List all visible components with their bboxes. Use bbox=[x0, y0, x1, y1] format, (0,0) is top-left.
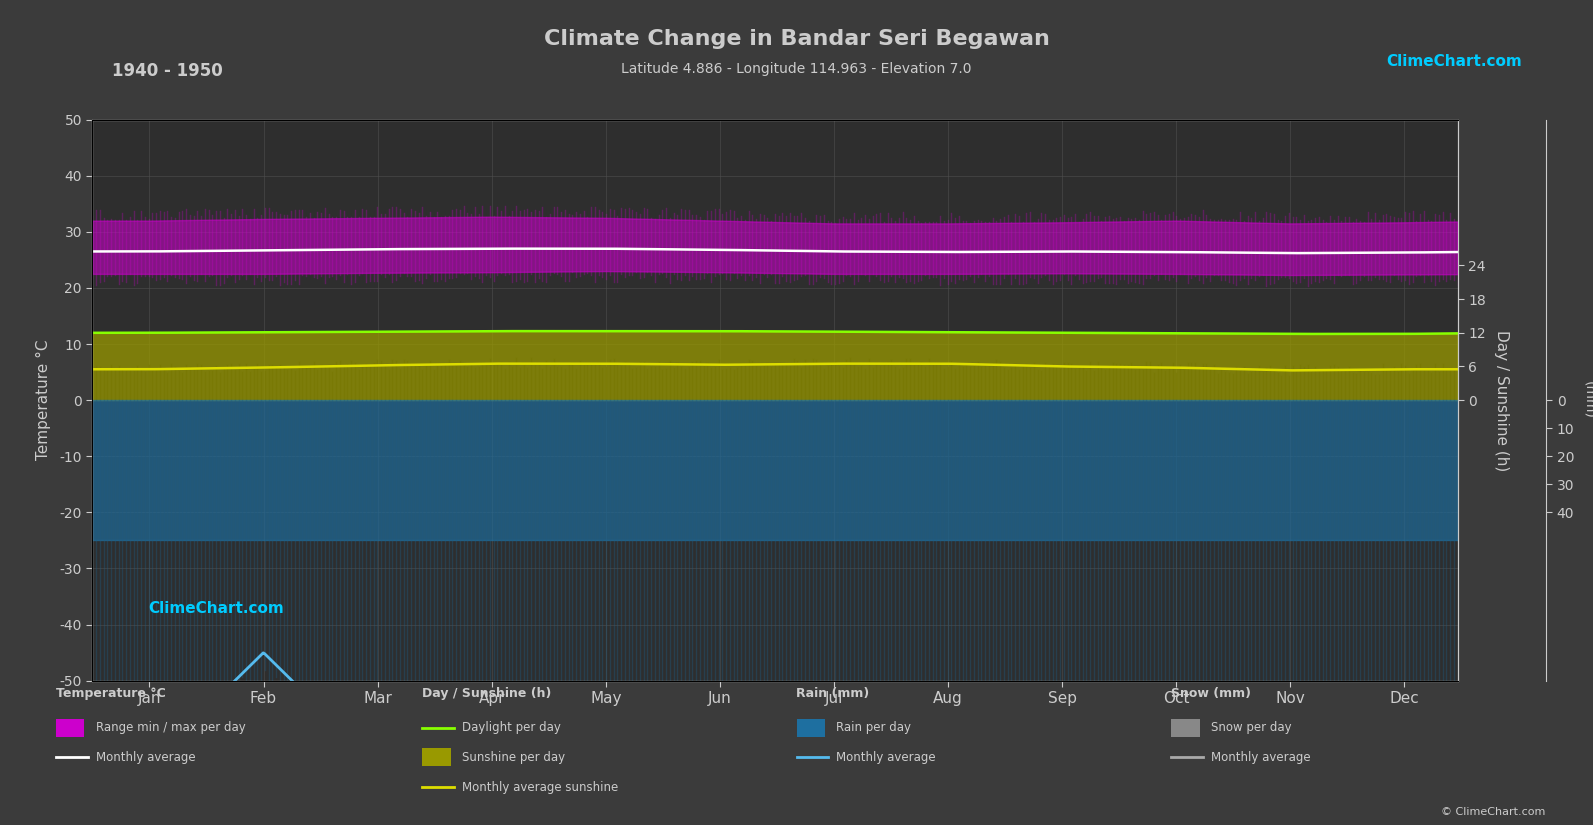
Text: Daylight per day: Daylight per day bbox=[462, 721, 561, 734]
Y-axis label: Rain / Snow (mm): Rain / Snow (mm) bbox=[0, 332, 14, 468]
Y-axis label: Rain / Snow
(mm): Rain / Snow (mm) bbox=[1583, 360, 1593, 441]
Y-axis label: Temperature °C: Temperature °C bbox=[37, 340, 51, 460]
Text: ClimeChart.com: ClimeChart.com bbox=[148, 601, 285, 616]
Text: Sunshine per day: Sunshine per day bbox=[462, 751, 566, 764]
Text: Temperature °C: Temperature °C bbox=[56, 687, 166, 700]
Text: ClimeChart.com: ClimeChart.com bbox=[1386, 54, 1521, 68]
Text: Rain (mm): Rain (mm) bbox=[796, 687, 870, 700]
Text: Monthly average: Monthly average bbox=[1211, 751, 1311, 764]
Text: Rain per day: Rain per day bbox=[836, 721, 911, 734]
Text: Monthly average sunshine: Monthly average sunshine bbox=[462, 780, 618, 794]
Y-axis label: Day / Sunshine (h): Day / Sunshine (h) bbox=[1494, 329, 1509, 471]
Text: Climate Change in Bandar Seri Begawan: Climate Change in Bandar Seri Begawan bbox=[543, 29, 1050, 49]
Text: © ClimeChart.com: © ClimeChart.com bbox=[1440, 807, 1545, 817]
Text: Latitude 4.886 - Longitude 114.963 - Elevation 7.0: Latitude 4.886 - Longitude 114.963 - Ele… bbox=[621, 62, 972, 76]
Text: Snow per day: Snow per day bbox=[1211, 721, 1292, 734]
Text: Monthly average: Monthly average bbox=[836, 751, 937, 764]
Text: 1940 - 1950: 1940 - 1950 bbox=[112, 62, 223, 80]
Text: Snow (mm): Snow (mm) bbox=[1171, 687, 1251, 700]
Text: Range min / max per day: Range min / max per day bbox=[96, 721, 245, 734]
Text: Monthly average: Monthly average bbox=[96, 751, 196, 764]
Text: Day / Sunshine (h): Day / Sunshine (h) bbox=[422, 687, 551, 700]
